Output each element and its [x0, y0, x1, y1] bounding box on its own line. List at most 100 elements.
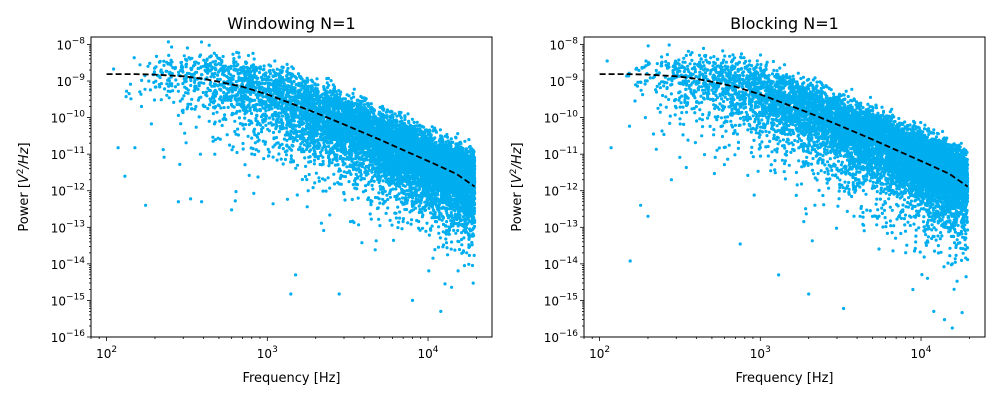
scatter-point: [450, 137, 453, 140]
scatter-point: [378, 197, 381, 200]
scatter-point: [313, 162, 316, 165]
scatter-point: [313, 159, 316, 162]
scatter-point: [163, 156, 166, 159]
scatter-point: [219, 138, 222, 141]
scatter-point: [161, 71, 164, 74]
scatter-point: [450, 211, 453, 214]
scatter-point: [304, 175, 307, 178]
scatter-point: [327, 164, 330, 167]
scatter-point: [446, 253, 449, 256]
scatter-point: [326, 81, 329, 84]
scatter-point: [165, 82, 168, 85]
scatter-point: [150, 122, 153, 125]
scatter-point: [196, 88, 199, 91]
scatter-point: [168, 96, 171, 99]
scatter-point: [278, 130, 281, 133]
scatter-point: [462, 251, 465, 254]
scatter-point: [276, 68, 279, 71]
scatter-point: [399, 111, 402, 114]
scatter-point: [155, 55, 158, 58]
scatter-point: [285, 153, 288, 156]
scatter-point: [347, 180, 350, 183]
scatter-point: [296, 139, 299, 142]
scatter-point: [306, 205, 309, 208]
scatter-point: [320, 222, 323, 225]
scatter-point: [261, 79, 264, 82]
scatter-point: [425, 222, 428, 225]
scatter-point: [389, 196, 392, 199]
scatter-point: [170, 45, 173, 48]
scatter-point: [296, 164, 299, 167]
scatter-point: [212, 140, 215, 143]
scatter-point: [472, 282, 475, 285]
scatter-point: [378, 224, 381, 227]
scatter-point: [351, 198, 354, 201]
scatter-point: [355, 173, 358, 176]
scatter-point: [209, 97, 212, 100]
scatter-point: [318, 180, 321, 183]
scatter-point: [350, 97, 353, 100]
scatter-point: [363, 103, 366, 106]
scatter-point: [177, 114, 180, 117]
scatter-point: [424, 230, 427, 233]
scatter-point: [267, 148, 270, 151]
scatter-point: [437, 246, 440, 249]
scatter-point: [221, 124, 224, 127]
scatter-point: [304, 165, 307, 168]
scatter-point: [413, 121, 416, 124]
scatter-point: [189, 197, 192, 200]
scatter-point: [390, 224, 393, 227]
scatter-point: [227, 72, 230, 75]
scatter-point: [313, 155, 316, 158]
scatter-point: [297, 89, 300, 92]
scatter-point: [185, 63, 188, 66]
scatter-point: [439, 128, 442, 131]
scatter-point: [386, 206, 389, 209]
scatter-point: [198, 115, 201, 118]
scatter-point: [211, 136, 214, 139]
scatter-point: [377, 191, 380, 194]
scatter-point: [291, 144, 294, 147]
scatter-point: [243, 117, 246, 120]
scatter-point: [347, 94, 350, 97]
scatter-point: [315, 77, 318, 80]
scatter-point: [389, 219, 392, 222]
scatter-point: [174, 78, 177, 81]
scatter-point: [210, 100, 213, 103]
scatter-point: [322, 160, 325, 163]
scatter-point: [262, 68, 265, 71]
scatter-point: [249, 109, 252, 112]
scatter-point: [160, 68, 163, 71]
scatter-point: [381, 198, 384, 201]
scatter-point: [328, 159, 331, 162]
scatter-point: [202, 59, 205, 62]
scatter-point: [112, 67, 115, 70]
scatter-point: [264, 109, 267, 112]
scatter-point: [327, 145, 330, 148]
scatter-point: [356, 177, 359, 180]
scatter-point: [374, 196, 377, 199]
scatter-point: [245, 61, 248, 64]
scatter-point: [213, 75, 216, 78]
scatter-point: [282, 66, 285, 69]
scatter-point: [129, 83, 132, 86]
scatter-point: [253, 99, 256, 102]
scatter-point: [153, 98, 156, 101]
scatter-point: [248, 174, 251, 177]
scatter-point: [242, 147, 245, 150]
scatter-point: [272, 202, 275, 205]
scatter-point: [285, 139, 288, 142]
scatter-point: [203, 105, 206, 108]
scatter-point: [308, 173, 311, 176]
scatter-point: [163, 87, 166, 90]
scatter-point: [328, 213, 331, 216]
scatter-point: [256, 175, 259, 178]
scatter-point: [403, 114, 406, 117]
scatter-point: [238, 110, 241, 113]
scatter-point: [186, 107, 189, 110]
scatter-point: [385, 194, 388, 197]
scatter-point: [375, 239, 378, 242]
scatter-point: [140, 105, 143, 108]
